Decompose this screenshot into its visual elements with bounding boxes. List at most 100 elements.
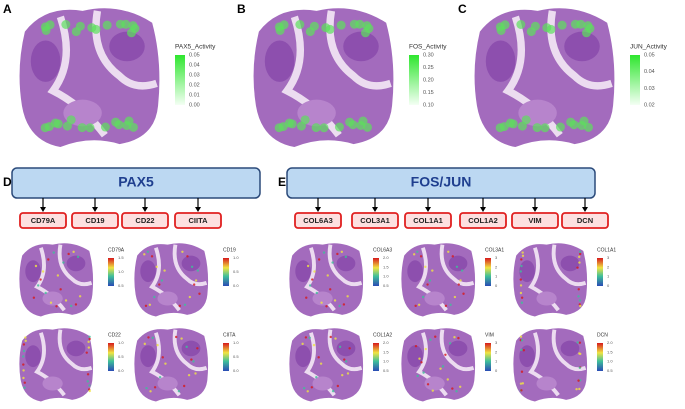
spot: [186, 255, 189, 258]
spot: [520, 301, 524, 304]
tick-label: 1.0: [233, 255, 239, 260]
spot: [22, 376, 25, 380]
spot: [555, 122, 565, 132]
spot: [578, 261, 581, 264]
spot: [284, 118, 294, 128]
spot: [519, 270, 522, 273]
spot: [520, 296, 524, 299]
spot: [61, 20, 71, 30]
header-title: FOS/JUN: [411, 174, 472, 190]
spot: [192, 283, 196, 286]
tissue-image: [19, 328, 93, 401]
spot: [319, 123, 329, 133]
tick-label: 0.05: [189, 52, 200, 58]
spot: [333, 299, 337, 302]
tick-label: 0.04: [644, 69, 655, 75]
gene-label: CD19: [85, 216, 104, 225]
spot: [102, 20, 112, 30]
spot: [320, 301, 323, 304]
spot: [317, 258, 321, 261]
header-title: PAX5: [118, 174, 154, 190]
spot: [520, 339, 524, 342]
tissue-image: [401, 243, 475, 316]
spot: [44, 291, 47, 295]
spot: [336, 20, 346, 30]
spot: [577, 288, 580, 291]
gene-label: COL1A2: [468, 216, 498, 225]
tick-label: 0.02: [189, 82, 200, 88]
tick-label: 0.30: [423, 52, 434, 58]
spot: [194, 372, 197, 375]
legend-title: VIM: [485, 332, 494, 338]
spot: [360, 28, 370, 38]
colorbar: [485, 343, 491, 371]
colorbar: [597, 258, 603, 286]
spot: [429, 338, 432, 341]
gene-box: [511, 212, 559, 229]
arrow-head: [142, 207, 148, 212]
spot: [88, 335, 91, 339]
spot: [158, 283, 161, 286]
gene-label: CD22: [135, 216, 154, 225]
tick-label: 1.5: [383, 264, 389, 269]
spot: [22, 343, 26, 346]
spot: [88, 337, 91, 341]
tick-label: 0.03: [189, 72, 200, 78]
spot: [578, 255, 581, 259]
tick-label: 0.5: [118, 283, 124, 288]
spot: [37, 284, 40, 287]
spot: [343, 358, 346, 361]
spot: [196, 347, 199, 350]
spot: [52, 251, 55, 254]
tick-label: 0.0: [118, 368, 124, 373]
spot: [336, 384, 340, 388]
spot: [322, 251, 326, 254]
tick-label: 1.5: [383, 349, 389, 354]
spot: [147, 336, 150, 339]
spot: [148, 303, 152, 306]
spot: [155, 265, 158, 269]
spot: [448, 342, 452, 345]
gene-label: COL6A3: [303, 216, 333, 225]
spot: [519, 291, 523, 295]
colorbar: [108, 343, 114, 371]
spot: [578, 252, 582, 256]
gene-label: CIITA: [188, 216, 208, 225]
spot: [453, 295, 457, 299]
spot: [62, 261, 65, 264]
spot: [342, 303, 346, 306]
spot: [578, 352, 581, 355]
panel-label: C: [458, 2, 467, 16]
tick-label: 2.0: [607, 340, 613, 345]
spot: [39, 278, 42, 281]
spot: [146, 250, 150, 253]
gene-box: [561, 212, 609, 229]
tick-label: 1.0: [383, 359, 389, 364]
spot: [87, 340, 90, 344]
spot: [78, 295, 82, 298]
spot: [520, 370, 524, 373]
arrow-head: [480, 207, 486, 212]
tick-label: 1.0: [607, 359, 613, 364]
spot: [300, 115, 310, 125]
colorbar: [108, 258, 114, 286]
colorbar: [630, 55, 640, 105]
spot: [315, 375, 318, 379]
spot: [526, 27, 536, 37]
tick-label: 3: [495, 255, 498, 260]
legend-title: COL1A2: [373, 332, 392, 338]
tick-label: 0.03: [644, 86, 655, 92]
arrow-head: [425, 207, 431, 212]
spot: [431, 389, 434, 392]
spot: [86, 373, 90, 376]
spot: [149, 390, 152, 393]
spot: [91, 24, 101, 34]
spot: [144, 304, 148, 308]
tick-label: 0.10: [423, 102, 434, 108]
spot: [336, 252, 339, 256]
spot: [414, 344, 418, 348]
spot: [306, 390, 309, 393]
spot: [85, 351, 88, 354]
gene-label: COL3A1: [360, 216, 390, 225]
tick-label: 0.5: [118, 354, 124, 359]
